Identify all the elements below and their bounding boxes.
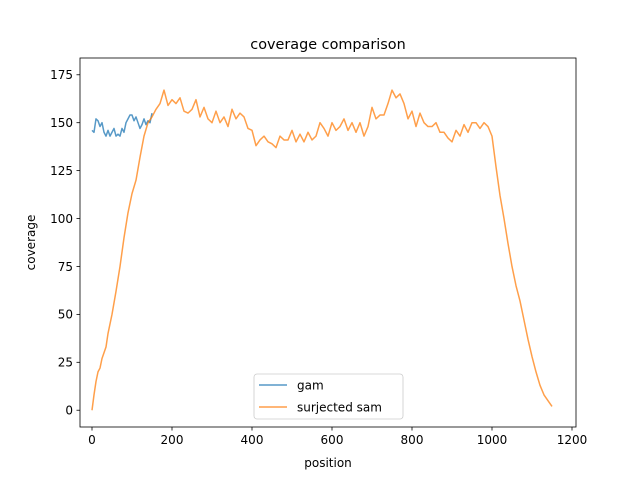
y-tick-label: 50 (58, 308, 73, 322)
x-tick-label: 400 (241, 433, 264, 447)
x-tick-label: 600 (321, 433, 344, 447)
y-tick-label: 75 (58, 260, 73, 274)
legend: gam surjected sam (253, 373, 404, 420)
chart-title: coverage comparison (250, 37, 405, 53)
legend-label-surjected-sam: surjected sam (297, 401, 382, 415)
x-ticks: 0 200 400 600 800 1000 1200 (88, 427, 587, 447)
x-tick-label: 0 (88, 433, 96, 447)
y-tick-label: 25 (58, 356, 73, 370)
x-tick-label: 1200 (557, 433, 588, 447)
y-tick-label: 0 (65, 404, 73, 418)
y-tick-label: 125 (50, 164, 73, 178)
axes-frame (79, 57, 577, 428)
y-tick-label: 175 (50, 68, 73, 82)
legend-label-gam: gam (297, 379, 324, 393)
y-axis-label: coverage (24, 215, 38, 271)
series-layer (91, 89, 553, 411)
plot-area (80, 58, 576, 427)
series-line-surjected-sam (91, 89, 553, 411)
legend-frame (253, 373, 404, 420)
series-line-gam (91, 112, 153, 137)
y-tick-label: 150 (50, 116, 73, 130)
x-axis-label: position (304, 456, 352, 470)
x-tick-label: 200 (161, 433, 184, 447)
y-tick-label: 100 (50, 212, 73, 226)
x-tick-label: 1000 (477, 433, 508, 447)
y-ticks: 0 25 50 75 100 125 150 175 (50, 68, 80, 418)
x-tick-label: 800 (401, 433, 424, 447)
